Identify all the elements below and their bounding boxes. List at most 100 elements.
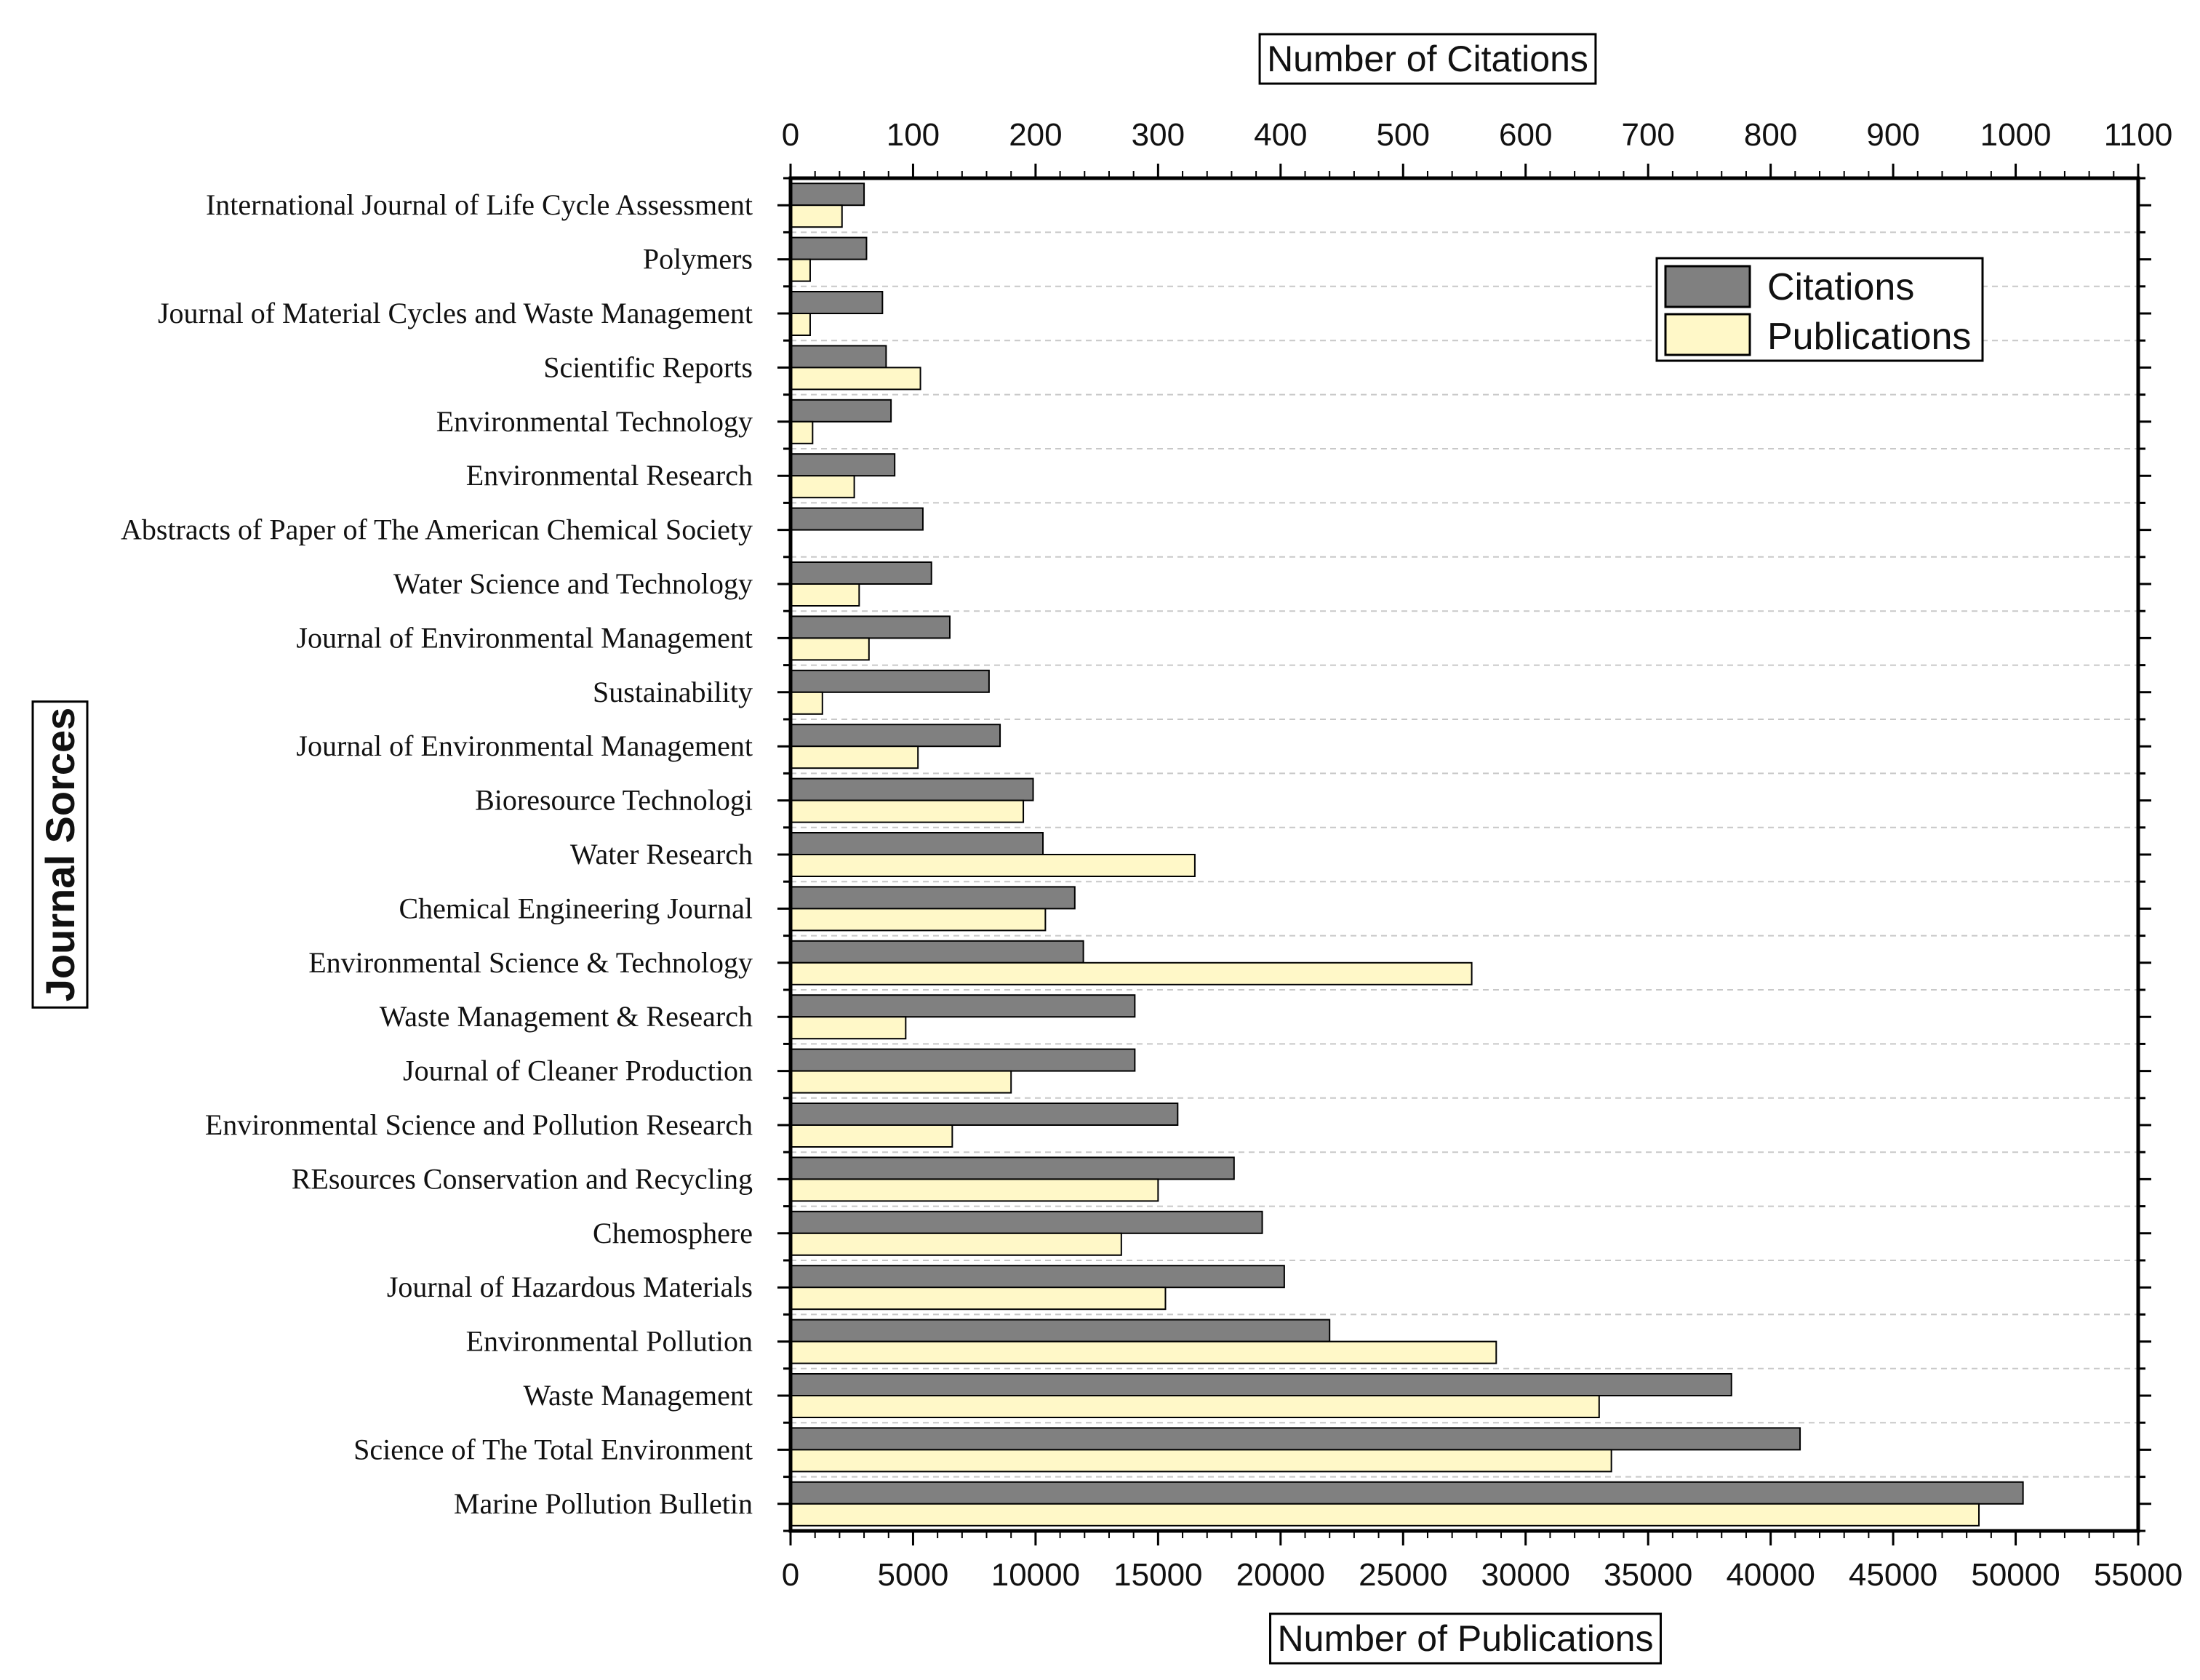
bottom-tick-label: 10000 (991, 1557, 1080, 1593)
bar-citations (790, 291, 884, 314)
bar-citations (790, 1481, 2024, 1505)
legend-swatch-publications (1664, 313, 1751, 356)
bars (790, 183, 2024, 1527)
bottom-tick-label: 30000 (1481, 1557, 1570, 1593)
top-tick-label: 1100 (2104, 117, 2173, 153)
category-label: Environmental Technology (436, 405, 753, 438)
bar-publications (790, 420, 814, 444)
bar-citations (790, 940, 1084, 964)
legend-swatch-citations (1664, 265, 1751, 308)
bottom-axis-title: Number of Publications (1269, 1612, 1662, 1665)
bottom-axis-ticks: 0 5000 10000 15000 20000 25000 30000 35000 40000… (782, 1531, 2183, 1593)
top-axis-title: Number of Citations (1258, 33, 1597, 85)
y-axis-title-text: Journal Sorces (37, 708, 83, 1002)
top-axis-title-text: Number of Citations (1267, 39, 1588, 79)
bottom-axis-title-box (1269, 1612, 1662, 1665)
bar-citations (790, 1210, 1263, 1234)
bottom-tick-label: 25000 (1359, 1557, 1447, 1593)
top-tick-label: 900 (1866, 117, 1919, 153)
plot-frame (788, 176, 2140, 1533)
bar-publications (790, 908, 1047, 932)
bar-citations (790, 183, 865, 207)
bottom-tick-label: 45000 (1849, 1557, 1937, 1593)
bar-publications (790, 258, 811, 282)
category-label: Waste Management & Research (380, 1000, 753, 1033)
bar-publications (790, 1503, 1980, 1527)
category-label: International Journal of Life Cycle Asse… (206, 188, 753, 221)
category-label: Environmental Science and Pollution Rese… (205, 1108, 753, 1141)
bar-citations (790, 1319, 1331, 1343)
bar-citations (790, 1103, 1179, 1126)
bar-citations (790, 561, 932, 585)
bar-publications (790, 1124, 953, 1148)
legend: Citations Publications (1655, 257, 1984, 362)
category-label: Journal of Hazardous Materials (387, 1271, 753, 1303)
legend-label-citations: Citations (1767, 266, 1914, 308)
bar-citations (790, 724, 1001, 748)
bar-citations (790, 994, 1136, 1018)
top-tick-label: 100 (887, 117, 940, 153)
bar-publications (790, 475, 855, 499)
category-label: Abstracts of Paper of The American Chemi… (121, 513, 753, 546)
bar-citations (790, 507, 924, 531)
bar-citations (790, 1048, 1136, 1072)
y-axis-title-box (31, 700, 89, 1009)
bar-publications (790, 1178, 1159, 1202)
category-label: Chemical Engineering Journal (399, 892, 753, 924)
bar-publications (790, 204, 843, 228)
top-tick-label: 400 (1254, 117, 1307, 153)
top-axis-title-box (1258, 33, 1597, 85)
bar-publications (790, 1232, 1122, 1256)
top-tick-label: 0 (782, 117, 799, 153)
bar-citations (790, 832, 1044, 855)
bar-citations (790, 1373, 1732, 1396)
bar-publications (790, 1395, 1600, 1418)
category-label: Waste Management (523, 1379, 753, 1412)
legend-label-publications: Publications (1767, 316, 1971, 358)
top-tick-label: 700 (1621, 117, 1674, 153)
category-label: REsources Conservation and Recycling (292, 1162, 753, 1195)
category-label: Journal of Cleaner Production (403, 1055, 753, 1087)
bar-publications (790, 961, 1473, 985)
bar-citations (790, 669, 990, 693)
bar-citations (790, 236, 868, 260)
category-label: Environmental Pollution (466, 1325, 753, 1358)
bar-citations (790, 1427, 1801, 1451)
category-label: Water Science and Technology (393, 567, 753, 600)
bottom-axis-title-text: Number of Publications (1278, 1618, 1654, 1659)
category-label: Science of The Total Environment (353, 1433, 753, 1465)
category-label: Marine Pollution Bulletin (454, 1487, 753, 1520)
category-label: Journal of Environmental Management (296, 621, 753, 654)
bar-publications (790, 745, 919, 769)
category-label: Water Research (570, 838, 753, 871)
axes (788, 176, 2140, 1533)
bar-citations (790, 777, 1034, 801)
category-label: Scientific Reports (543, 351, 753, 383)
top-tick-label: 1000 (1980, 117, 2052, 153)
bar-publications (790, 799, 1025, 823)
bar-citations (790, 1265, 1285, 1289)
grid-lines (777, 177, 2151, 1532)
top-tick-label: 200 (1009, 117, 1062, 153)
category-label: Sustainability (593, 676, 753, 708)
bar-publications (790, 1287, 1167, 1311)
category-label: Journal of Environmental Management (296, 729, 753, 762)
bar-citations (790, 1156, 1235, 1180)
y-axis-title: Journal Sorces (31, 700, 89, 1009)
bar-publications (790, 367, 921, 391)
bottom-tick-label: 20000 (1236, 1557, 1325, 1593)
top-tick-label: 600 (1499, 117, 1552, 153)
top-axis-ticks: 0 100 200 300 400 500 600 700 800 900 1000 1100 (782, 117, 2173, 178)
bottom-tick-label: 35000 (1604, 1557, 1692, 1593)
top-tick-label: 300 (1132, 117, 1185, 153)
category-label: Bioresource Technologi (475, 784, 753, 817)
bar-publications (790, 1070, 1012, 1094)
category-label: Environmental Science & Technology (308, 946, 753, 979)
bar-publications (790, 637, 870, 661)
bar-citations (790, 345, 887, 369)
bar-publications (790, 1449, 1612, 1473)
bottom-tick-label: 50000 (1971, 1557, 2060, 1593)
top-tick-label: 800 (1744, 117, 1797, 153)
bar-citations (790, 886, 1076, 910)
